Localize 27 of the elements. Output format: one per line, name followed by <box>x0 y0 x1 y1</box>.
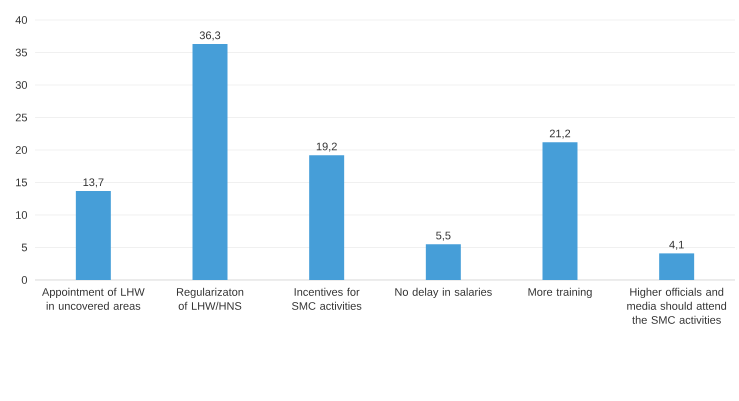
x-tick-label: Appointment of LHW in uncovered areas <box>42 288 145 310</box>
bar <box>76 190 111 280</box>
x-tick-label: Regularizaton of LHW/HNS <box>176 288 244 310</box>
data-label: 13,7 <box>83 178 104 188</box>
y-tick-label: 5 <box>22 244 28 252</box>
bar <box>309 155 344 280</box>
y-tick-label: 15 <box>16 178 28 186</box>
data-label: 19,2 <box>316 142 337 152</box>
x-tick-label: Higher officials and media should attend the SMC activities <box>627 288 726 324</box>
bar <box>426 244 461 280</box>
bar <box>192 44 228 280</box>
data-label: 36,3 <box>200 31 220 41</box>
data-label: 5,5 <box>436 232 451 241</box>
data-label: 21,2 <box>550 130 570 139</box>
y-tick-label: 30 <box>16 81 28 89</box>
y-tick-label: 25 <box>16 114 28 122</box>
x-tick-label: Incentives for SMC activities <box>292 288 362 310</box>
y-tick-label: 0 <box>22 276 28 284</box>
y-tick-label: 40 <box>15 16 28 24</box>
y-tick-label: 20 <box>16 146 28 154</box>
x-tick-label: More training <box>528 288 592 298</box>
bar <box>659 253 694 280</box>
bar <box>542 142 578 280</box>
x-tick-label: No delay in salaries <box>395 288 492 298</box>
y-tick-label: 10 <box>16 211 28 219</box>
data-label: 4,1 <box>669 240 684 250</box>
y-tick-label: 35 <box>16 48 28 56</box>
